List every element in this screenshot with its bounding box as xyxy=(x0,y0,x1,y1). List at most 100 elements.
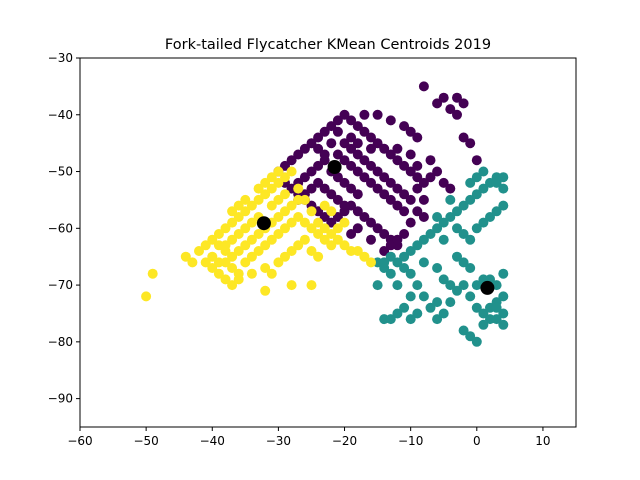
data-point xyxy=(458,200,469,211)
data-point xyxy=(399,189,410,200)
data-point xyxy=(227,263,238,273)
data-point xyxy=(445,104,456,115)
data-point xyxy=(385,177,396,188)
data-point xyxy=(299,172,310,183)
data-point xyxy=(418,194,429,205)
data-point xyxy=(445,183,456,194)
data-point xyxy=(392,200,403,211)
x-tick-label: 10 xyxy=(535,434,550,448)
data-point xyxy=(319,149,330,160)
data-point xyxy=(346,183,357,194)
data-point xyxy=(306,138,317,149)
data-point xyxy=(273,212,284,222)
data-point xyxy=(372,109,383,120)
data-point xyxy=(478,217,489,228)
data-point xyxy=(187,257,198,268)
x-tick-label: −60 xyxy=(67,434,92,448)
data-point xyxy=(319,126,330,137)
data-point xyxy=(339,177,350,188)
data-point xyxy=(471,172,482,183)
y-tick-label: −50 xyxy=(48,165,73,179)
data-point xyxy=(405,126,416,137)
data-point xyxy=(246,200,257,211)
data-point xyxy=(385,115,396,126)
data-point xyxy=(432,212,443,222)
data-point xyxy=(273,166,284,177)
data-point xyxy=(366,132,376,143)
data-point xyxy=(385,251,396,262)
data-point xyxy=(280,251,290,262)
data-point xyxy=(379,229,390,239)
data-point xyxy=(485,212,495,222)
data-point xyxy=(207,263,218,273)
data-point xyxy=(273,257,284,268)
data-point xyxy=(498,268,509,279)
data-point xyxy=(412,308,423,319)
data-point xyxy=(332,223,343,234)
data-point xyxy=(385,268,396,279)
centroid-marker xyxy=(327,160,342,174)
data-point xyxy=(339,155,350,166)
data-point xyxy=(425,172,436,183)
data-point xyxy=(233,200,244,211)
data-point xyxy=(319,223,330,234)
data-point xyxy=(392,143,403,154)
data-point xyxy=(326,121,337,132)
data-point xyxy=(452,223,462,234)
data-point xyxy=(207,234,218,245)
centroid-marker xyxy=(480,280,495,295)
data-point xyxy=(405,314,416,325)
data-point xyxy=(478,308,489,319)
data-point xyxy=(240,194,251,205)
data-point xyxy=(432,263,443,273)
data-point xyxy=(220,223,231,234)
data-point xyxy=(319,212,330,222)
data-point xyxy=(418,81,429,92)
data-point xyxy=(352,223,363,234)
data-point xyxy=(286,166,297,177)
x-tick-label: −30 xyxy=(266,434,291,448)
data-point xyxy=(392,155,403,166)
data-point xyxy=(313,251,324,262)
data-point xyxy=(227,280,238,291)
data-point xyxy=(332,149,343,160)
data-point xyxy=(319,183,330,194)
data-point xyxy=(465,177,476,188)
data-point xyxy=(452,285,462,296)
data-point xyxy=(346,132,357,143)
data-point xyxy=(313,229,324,239)
data-point xyxy=(280,189,290,200)
data-point xyxy=(438,217,449,228)
data-point xyxy=(332,194,343,205)
axes-frame xyxy=(79,57,577,428)
data-point xyxy=(260,189,271,200)
x-tick-label: −20 xyxy=(332,434,357,448)
data-point xyxy=(207,251,218,262)
data-point xyxy=(498,319,509,330)
chart-title: Fork-tailed Flycatcher KMean Centroids 2… xyxy=(165,37,491,53)
data-point xyxy=(352,121,363,132)
data-point xyxy=(432,223,443,234)
data-point xyxy=(372,138,383,149)
data-point xyxy=(306,280,317,291)
data-point xyxy=(313,143,324,154)
data-point xyxy=(399,302,410,313)
data-point xyxy=(372,280,383,291)
data-point xyxy=(471,302,482,313)
data-point xyxy=(412,206,423,217)
data-point xyxy=(366,234,376,245)
data-point xyxy=(438,92,449,103)
data-point xyxy=(452,251,462,262)
data-point xyxy=(319,234,330,245)
data-point xyxy=(332,115,343,126)
data-point xyxy=(260,240,271,251)
data-point xyxy=(498,308,509,319)
data-point xyxy=(438,234,449,245)
data-point xyxy=(266,234,277,245)
data-point xyxy=(319,200,330,211)
data-point xyxy=(266,172,277,183)
data-point xyxy=(452,206,462,217)
data-point xyxy=(346,160,357,171)
data-point xyxy=(471,280,482,291)
data-point xyxy=(346,143,357,154)
